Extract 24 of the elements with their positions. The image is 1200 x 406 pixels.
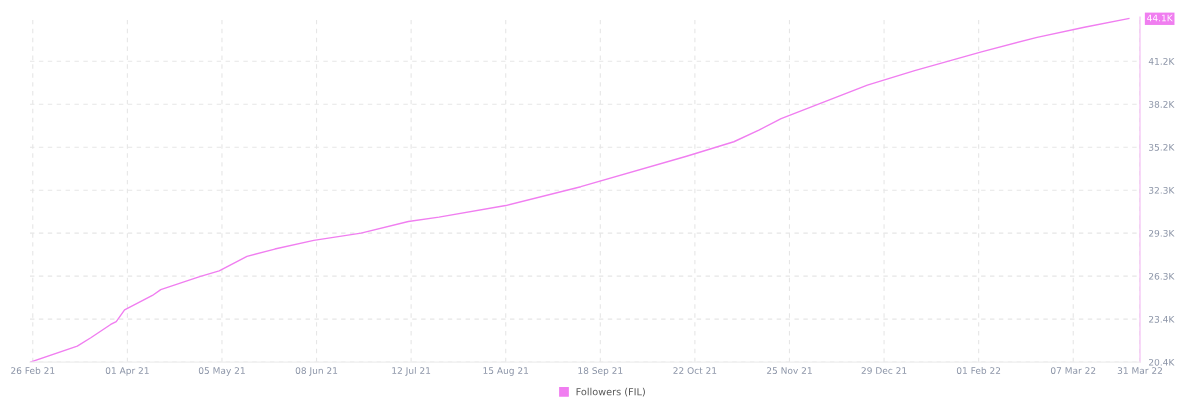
text: 44.1K [1147,14,1173,22]
x-tick-label: 05 May 21 [198,367,245,376]
x-tick-label: 12 Jul 21 [392,367,431,376]
y-tick-label: 23.4K [1148,315,1175,323]
y-tick-label: 20.4K [1148,358,1175,366]
y-tick-label: 26.3K [1148,272,1175,280]
y-tick-label: 32.3K [1149,186,1175,194]
legend-label: Followers (FIL) [576,387,645,397]
y-tick-label: 29.3K [1148,229,1175,237]
x-tick-label: 01 Apr 21 [105,367,149,376]
y-tick-label: 41.2K [1148,57,1175,65]
y-tick-label: 35.2K [1149,143,1175,151]
y-tick-label: 38.2K [1149,100,1175,108]
line-series [30,17,1130,363]
x-tick-label: 22 Oct 21 [673,367,717,374]
x-tick-label: 07 Mar 22 [1050,367,1096,374]
x-tick-label: 29 Dec 21 [861,367,907,374]
x-tick-label: 01 Feb 22 [956,367,1001,374]
x-tick-label: 08 Jun 21 [295,367,338,376]
x-tick-label: 25 Nov 21 [766,367,812,374]
x-tick-label: 18 Sep 21 [578,367,623,376]
x-tick-label: 31 Mar 22 [1117,367,1162,374]
x-tick-label: 15 Aug 21 [483,367,529,376]
x-tick-label: 26 Feb 21 [11,367,55,374]
